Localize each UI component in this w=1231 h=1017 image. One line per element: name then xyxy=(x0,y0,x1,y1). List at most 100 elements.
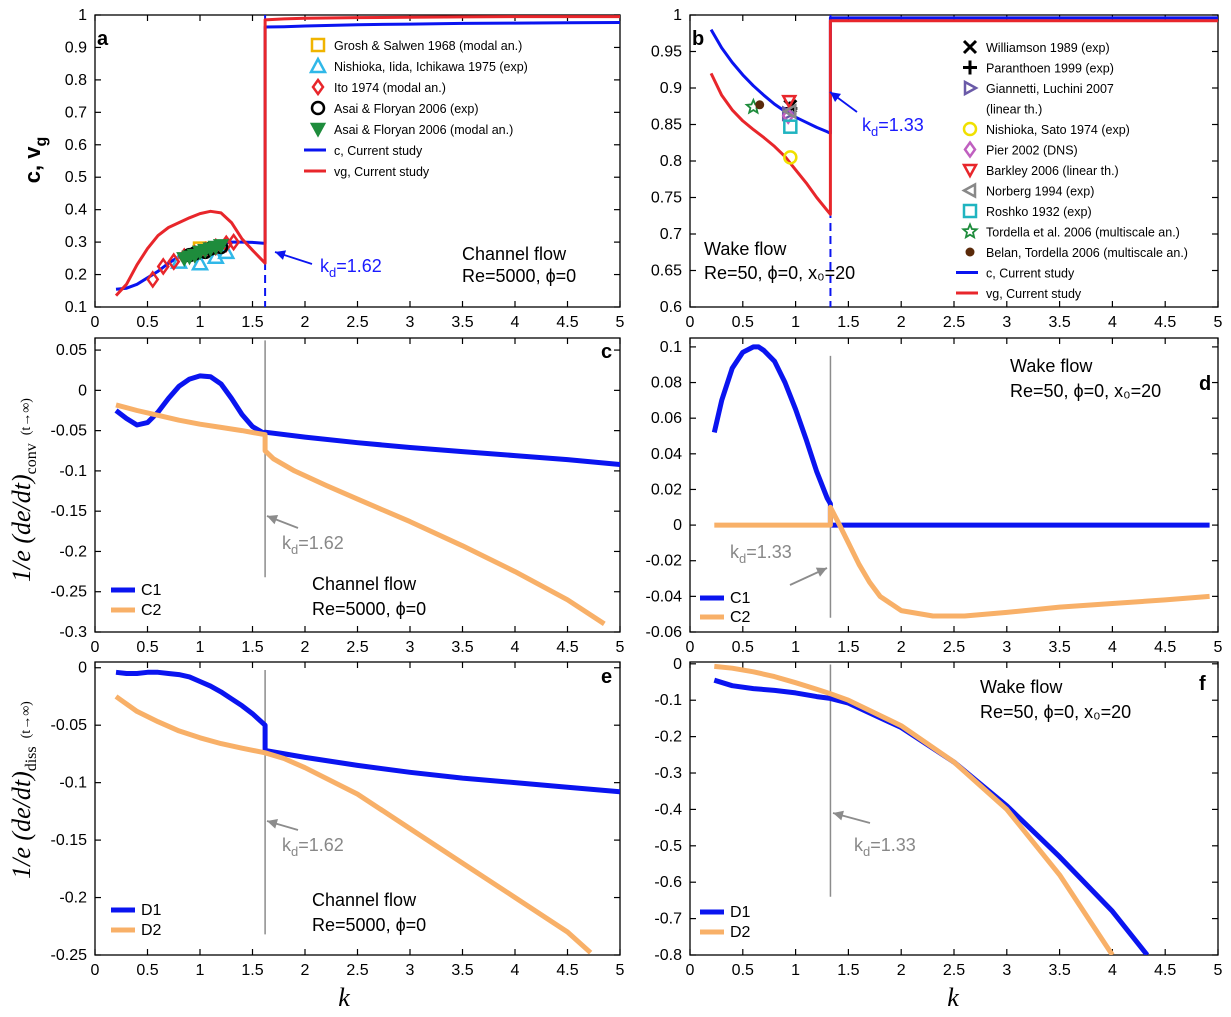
legend-label: D2 xyxy=(730,924,751,941)
x-tick-label: 2 xyxy=(301,639,310,656)
x-tick-label: 0.5 xyxy=(136,962,158,979)
x-tick-label: 4 xyxy=(1108,962,1117,979)
x-tick-label: 3.5 xyxy=(451,314,473,331)
legend-label: Roshko 1932 (exp) xyxy=(986,205,1092,219)
y-tick-label: 0.9 xyxy=(660,80,682,97)
series-line-c1 xyxy=(711,344,1210,528)
legend-swatch-x xyxy=(962,39,978,55)
legend-label: Tordella et al. 2006 (multiscale an.) xyxy=(986,226,1180,240)
y-tick-label: 0 xyxy=(78,382,87,399)
x-tick-label: 2.5 xyxy=(943,962,965,979)
legend-swatch-circle-open xyxy=(962,121,978,137)
y-tick-label: 0.05 xyxy=(56,342,87,359)
y-tick-label: -0.1 xyxy=(654,692,682,709)
x-tick-label: 2.5 xyxy=(943,639,965,656)
x-tick-label: 1 xyxy=(791,639,800,656)
y-tick-label: 0.75 xyxy=(651,190,682,207)
y-tick-label: -0.4 xyxy=(654,801,682,818)
x-tick-label: 5 xyxy=(1214,639,1223,656)
x-tick-label: 1.5 xyxy=(837,639,859,656)
x-tick-label: 3.5 xyxy=(1048,639,1070,656)
data-point-diamond xyxy=(146,270,160,289)
flow-annotation: Re=5000, ϕ=0 xyxy=(462,266,576,286)
legend-label: Asai & Floryan 2006 (exp) xyxy=(334,102,479,116)
x-tick-label: 3.5 xyxy=(1048,962,1070,979)
y-tick-label: 0.04 xyxy=(651,446,682,463)
legend-label: C2 xyxy=(141,602,162,619)
x-tick-label: 2.5 xyxy=(346,314,368,331)
x-tick-label: 4.5 xyxy=(556,639,578,656)
legend-label: C1 xyxy=(141,582,162,599)
series-line-d1 xyxy=(713,677,1150,955)
x-tick-label: 2 xyxy=(897,962,906,979)
panel-letter: a xyxy=(97,28,109,50)
legend-a: Grosh & Salwen 1968 (modal an.) Nishioka,… xyxy=(304,37,528,179)
y-tick-label: 0.65 xyxy=(651,263,682,280)
legend-label: c, Current study xyxy=(986,267,1075,281)
panel-b: 0 0.5 1 1.5 2 2.5 3 3.5 4 4.5 5 0.6 0.65 0.7 0.75 0.8 0.… xyxy=(651,7,1223,331)
panel-e: 0 0.5 1 1.5 2 2.5 3 3.5 4 4.5 5 -0.25 -0.2 -0.15 -0.1 -… xyxy=(51,660,625,979)
data-point-triangle xyxy=(217,242,236,260)
legend-label: (linear th.) xyxy=(986,103,1042,117)
legend-label: D1 xyxy=(141,902,162,919)
kd-annotation: kd=1.62 xyxy=(282,835,344,859)
flow-annotation: Re=50, ϕ=0, x₀=20 xyxy=(980,702,1131,722)
y-tick-label: 0.5 xyxy=(65,169,87,186)
x-tick-label: 5 xyxy=(1214,962,1223,979)
plot-frame-f xyxy=(689,661,1219,956)
x-tick-label: 2 xyxy=(897,639,906,656)
legend-swatch-square xyxy=(310,37,326,53)
series-line-c-current-study xyxy=(115,21,620,291)
legend-label: C2 xyxy=(730,609,751,626)
legend-label: Nishioka, Sato 1974 (exp) xyxy=(986,123,1130,137)
y-tick-label: -0.25 xyxy=(51,584,88,601)
legend-label: Williamson 1989 (exp) xyxy=(986,41,1110,55)
x-tick-label: 4 xyxy=(511,314,520,331)
series-line-c2 xyxy=(115,402,606,626)
plot-frame-e xyxy=(94,661,621,956)
x-tick-label: 3.5 xyxy=(1048,314,1070,331)
y-tick-label: -0.7 xyxy=(654,911,682,928)
x-tick-label: 0 xyxy=(91,962,100,979)
y-tick-label: 0.08 xyxy=(651,375,682,392)
y-tick-label: -0.5 xyxy=(654,838,682,855)
x-tick-label: 0 xyxy=(91,314,100,331)
panel-letter: f xyxy=(1199,673,1206,695)
x-tick-label: 5 xyxy=(616,639,625,656)
legend-label: D1 xyxy=(730,904,751,921)
y-tick-label: 0.02 xyxy=(651,481,682,498)
y-tick-label: -0.25 xyxy=(51,947,88,964)
y-tick-label: 0.2 xyxy=(65,267,87,284)
x-tick-label: 0 xyxy=(686,639,695,656)
x-tick-label: 2 xyxy=(301,962,310,979)
panel-f: 0 0.5 1 1.5 2 2.5 3 3.5 4 4.5 5 -0.8 -0.7 -0.6 -0.5 -0.… xyxy=(654,656,1222,979)
x-tick-label: 0.5 xyxy=(136,314,158,331)
x-tick-label: 4 xyxy=(1108,314,1117,331)
x-tick-label: 3.5 xyxy=(451,639,473,656)
y-label-diss: 1/e (de/dt)diss(t→∞) xyxy=(7,701,40,879)
x-label-left: k xyxy=(338,983,350,1012)
y-tick-label: -0.3 xyxy=(59,624,87,641)
y-tick-label: 0.4 xyxy=(65,202,87,219)
x-tick-label: 0.5 xyxy=(136,639,158,656)
y-tick-label: -0.05 xyxy=(51,717,88,734)
y-label-top: c, vg xyxy=(20,137,50,183)
y-tick-label: -0.6 xyxy=(654,874,682,891)
x-tick-label: 1.5 xyxy=(241,962,263,979)
y-tick-label: 0.7 xyxy=(65,104,87,121)
legend-label: Asai & Floryan 2006 (modal an.) xyxy=(334,123,513,137)
data-point-triangle-down xyxy=(781,94,798,110)
x-tick-label: 4.5 xyxy=(556,314,578,331)
x-tick-label: 3 xyxy=(1002,639,1011,656)
flow-annotation: Re=50, ϕ=0, x₀=20 xyxy=(704,263,855,283)
y-tick-label: -0.1 xyxy=(59,775,87,792)
panel-letter: b xyxy=(692,28,704,50)
flow-annotation: Wake flow xyxy=(704,239,787,259)
data-point-triangle-down xyxy=(212,239,230,254)
panels: 0 0.5 1 1.5 2 2.5 3 3.5 4 4.5 50.10.20.30.40.50.60… xyxy=(51,7,1223,979)
series-line-vg-current-study xyxy=(709,19,1218,216)
legend-swatch-circle xyxy=(310,100,326,116)
y-tick-label: 0.8 xyxy=(660,153,682,170)
